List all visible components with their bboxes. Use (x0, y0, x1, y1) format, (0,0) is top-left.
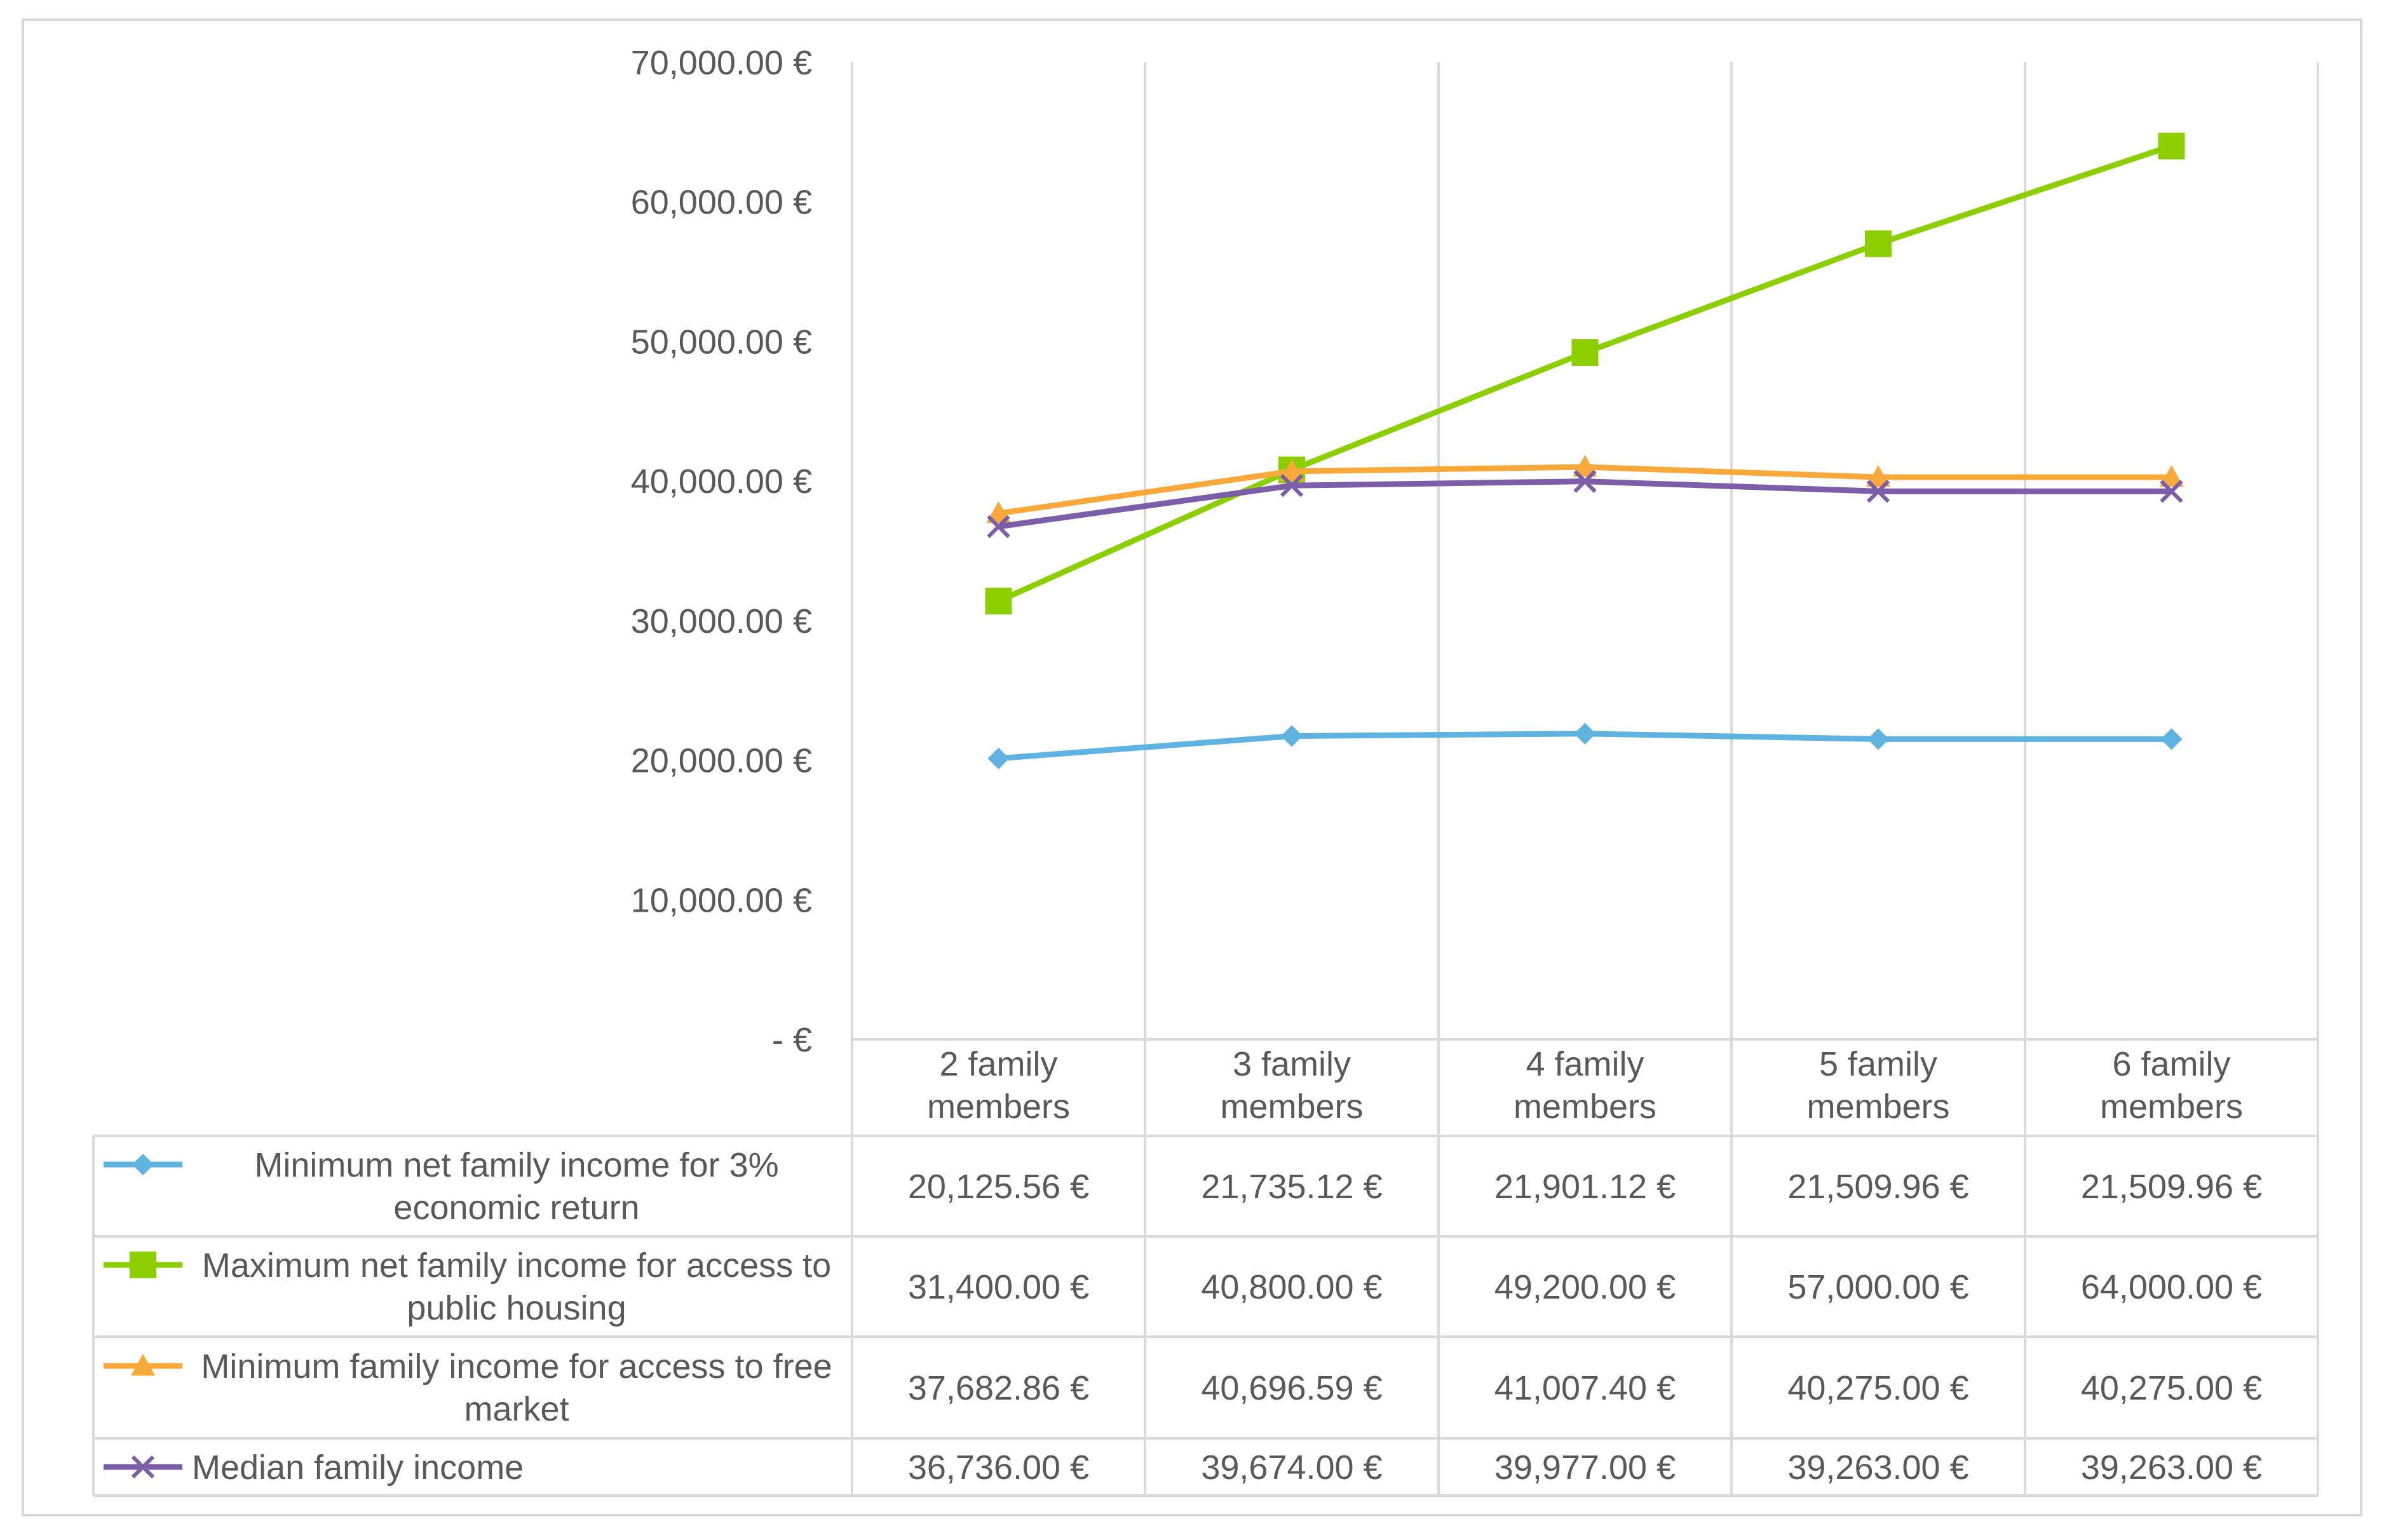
x-axis-category-labels: 2 family members 3 family members 4 family me… (927, 1045, 2243, 1126)
table-cell-value: 21,901.12 € (1494, 1168, 1676, 1206)
series-4 (987, 469, 2183, 538)
data-point (1573, 469, 1597, 493)
table-cell-value: 57,000.00 € (1787, 1268, 1968, 1306)
data-point (1571, 339, 1599, 367)
data-point (1866, 480, 1890, 503)
table-cell-value: 21,509.96 € (2081, 1168, 2262, 1206)
x-category-label: 4 family (1526, 1045, 1644, 1083)
legend-series-name: Minimum family income for access to free (201, 1348, 832, 1386)
series-3 (986, 455, 2184, 523)
y-tick-label: 50,000.00 € (631, 323, 812, 361)
y-tick-label: - € (772, 1021, 812, 1059)
marker-x-stroke (1866, 480, 1890, 503)
data-point (2159, 465, 2184, 487)
table-cell-value: 40,275.00 € (2081, 1369, 2262, 1407)
table-cell-value: 41,007.40 € (1494, 1369, 1676, 1407)
data-point (986, 501, 1011, 523)
data-point (1866, 465, 1890, 487)
series-1 (987, 722, 2183, 769)
x-category-label: 5 family (1819, 1045, 1937, 1083)
legend-key-marker (131, 1455, 155, 1479)
series-lines (985, 132, 2185, 769)
table-cell-value: 39,263.00 € (2081, 1449, 2262, 1487)
y-tick-label: 20,000.00 € (631, 742, 812, 780)
table-cell-value: 40,696.59 € (1201, 1369, 1382, 1407)
table-cell-value: 21,735.12 € (1201, 1168, 1382, 1206)
legend-series-name: Maximum net family income for access to (202, 1246, 831, 1285)
legend-key-marker (130, 1252, 156, 1278)
table-cell-value: 20,125.56 € (908, 1168, 1089, 1206)
y-tick-label: 60,000.00 € (631, 184, 812, 222)
x-category-label: 3 family (1233, 1045, 1351, 1083)
table-cell-value: 64,000.00 € (2081, 1268, 2262, 1306)
legend-series-name: market (464, 1390, 569, 1428)
data-point (987, 747, 1010, 769)
data-point (1280, 459, 1304, 482)
marker-x-stroke (131, 1455, 155, 1479)
data-point (2160, 480, 2183, 503)
marker-x-stroke (2160, 480, 2183, 503)
data-point (1280, 474, 1304, 497)
legend-key-marker (132, 1154, 154, 1175)
y-tick-label: 10,000.00 € (631, 881, 812, 919)
table-cell-value: 40,275.00 € (1787, 1369, 1968, 1407)
table-cell-value: 39,977.00 € (1494, 1449, 1676, 1487)
data-point (1865, 230, 1892, 257)
legend-series-name: public housing (407, 1289, 626, 1327)
x-category-label: 6 family (2112, 1045, 2230, 1083)
table-cell-value: 36,736.00 € (908, 1449, 1089, 1487)
x-category-label: members (2100, 1088, 2243, 1126)
marker-x-stroke (987, 515, 1010, 538)
x-category-label: members (1806, 1088, 1949, 1126)
data-table: Minimum net family income for 3% economic… (104, 1146, 2262, 1487)
x-category-label: members (1514, 1088, 1656, 1126)
y-tick-label: 30,000.00 € (631, 602, 812, 640)
data-point (987, 515, 1010, 538)
legend-key-marker (131, 1354, 155, 1376)
y-tick-label: 40,000.00 € (631, 463, 812, 501)
legend-series-name: Median family income (192, 1449, 524, 1487)
legend-series-name: Minimum net family income for 3% (254, 1146, 778, 1184)
table-cell-value: 21,509.96 € (1787, 1168, 1968, 1206)
y-axis-tick-labels: - € 10,000.00 € 20,000.00 € 30,000.00 € 40,0… (631, 44, 812, 1059)
x-category-label: 2 family (939, 1045, 1057, 1083)
y-tick-label: 70,000.00 € (631, 44, 812, 82)
series-line (997, 143, 2172, 604)
data-point (1574, 722, 1596, 745)
table-cell-value: 49,200.00 € (1494, 1268, 1676, 1306)
data-point (2158, 132, 2185, 159)
legend-series-name: economic return (393, 1189, 639, 1227)
table-cell-value: 37,682.86 € (908, 1369, 1089, 1407)
series-2 (985, 132, 2185, 615)
x-category-label: members (927, 1088, 1070, 1126)
data-point (1573, 455, 1597, 477)
table-cell-value: 39,263.00 € (1787, 1449, 1968, 1487)
chart-frame (22, 18, 2362, 1516)
marker-x-stroke (1573, 469, 1597, 493)
table-cell-value: 31,400.00 € (908, 1268, 1089, 1306)
data-point (985, 588, 1012, 615)
data-point (1281, 725, 1303, 747)
data-point (2160, 728, 2183, 750)
x-category-label: members (1220, 1088, 1363, 1126)
data-point (1867, 728, 1889, 750)
table-cell-value: 40,800.00 € (1201, 1268, 1382, 1306)
table-cell-value: 39,674.00 € (1201, 1449, 1382, 1487)
marker-x-stroke (1280, 474, 1304, 497)
